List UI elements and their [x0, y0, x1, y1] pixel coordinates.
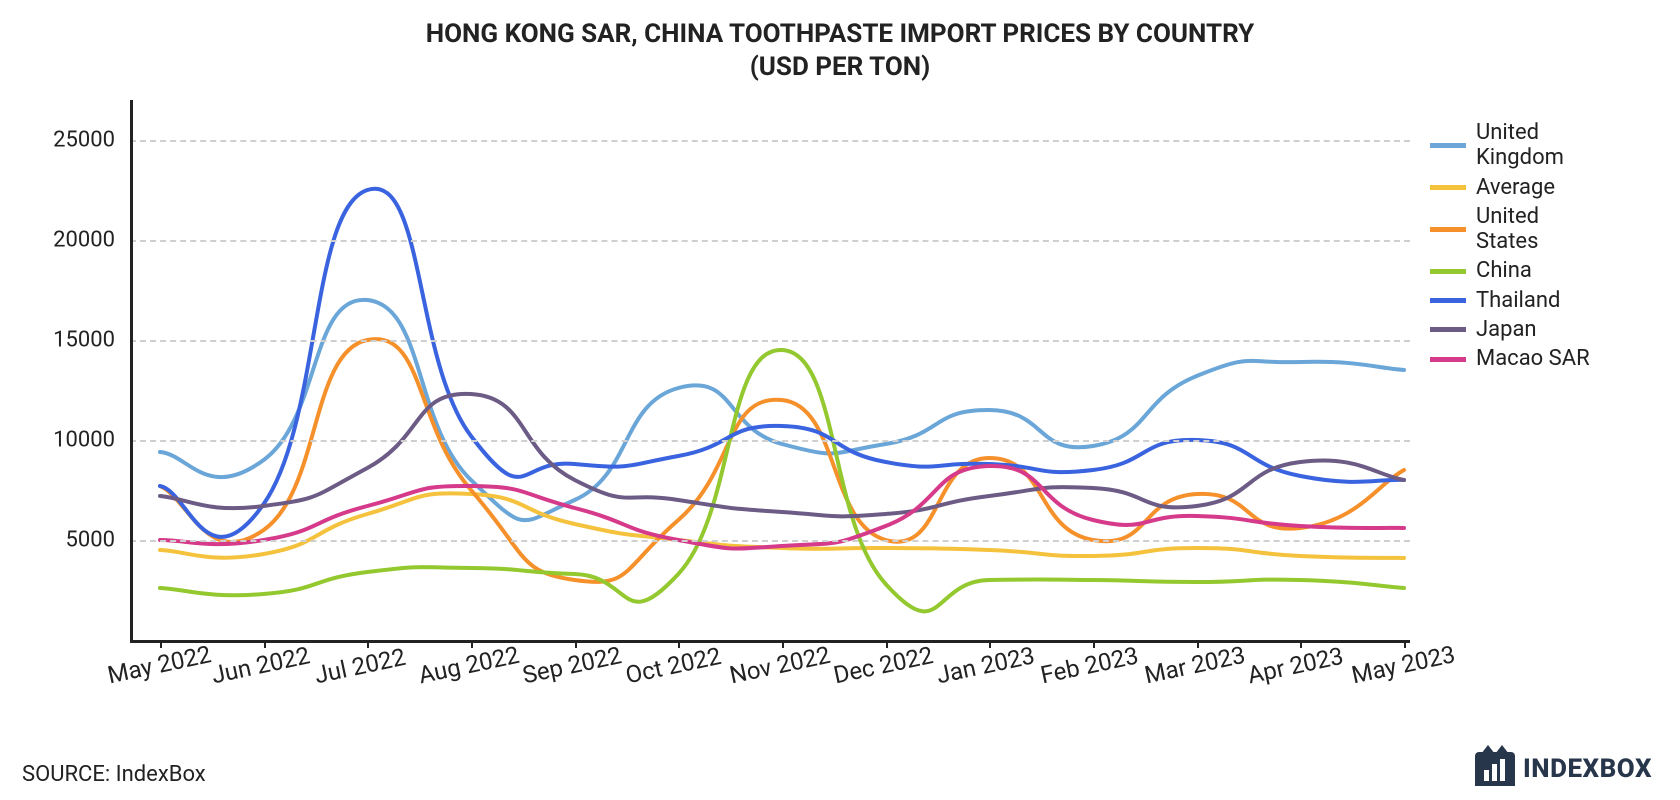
x-tick-mark	[160, 640, 162, 648]
x-tick-mark	[1404, 640, 1406, 648]
chart-container: HONG KONG SAR, CHINA TOOTHPASTE IMPORT P…	[0, 0, 1680, 800]
grid-line	[130, 540, 1410, 542]
y-axis-tick: 15000	[20, 328, 115, 353]
legend-item: Thailand	[1430, 288, 1590, 313]
legend-swatch	[1430, 227, 1466, 232]
legend-label: Japan	[1476, 317, 1537, 342]
title-line-1: HONG KONG SAR, CHINA TOOTHPASTE IMPORT P…	[0, 18, 1680, 51]
x-tick-mark	[367, 640, 369, 648]
legend-swatch	[1430, 143, 1466, 148]
series-line	[160, 300, 1404, 520]
x-axis-tick: Jan 2023	[934, 641, 1037, 689]
legend-label: UnitedKingdom	[1476, 120, 1564, 171]
x-axis-tick: Dec 2022	[831, 641, 936, 689]
x-axis-tick: Oct 2022	[623, 642, 724, 690]
title-line-2: (USD PER TON)	[0, 51, 1680, 84]
x-tick-mark	[1300, 640, 1302, 648]
x-tick-mark	[575, 640, 577, 648]
legend-item: Average	[1430, 175, 1590, 200]
grid-line	[130, 140, 1410, 142]
legend-item: UnitedKingdom	[1430, 120, 1590, 171]
x-axis-tick: Jul 2022	[312, 643, 408, 690]
x-tick-mark	[471, 640, 473, 648]
x-tick-mark	[989, 640, 991, 648]
legend-label: Macao SAR	[1476, 346, 1590, 371]
x-axis-tick: Mar 2023	[1142, 641, 1248, 690]
x-axis-tick: Aug 2022	[416, 641, 522, 690]
series-line	[160, 394, 1404, 516]
y-axis-tick: 5000	[20, 528, 115, 553]
grid-line	[130, 440, 1410, 442]
y-axis-tick: 10000	[20, 428, 115, 453]
logo-text: INDEXBOX	[1523, 754, 1652, 784]
x-axis	[130, 640, 1410, 643]
x-tick-mark	[678, 640, 680, 648]
chart-svg	[130, 100, 1410, 640]
legend-label: Average	[1476, 175, 1555, 200]
x-tick-mark	[264, 640, 266, 648]
x-tick-mark	[1093, 640, 1095, 648]
y-axis	[130, 100, 133, 640]
legend-label: Thailand	[1476, 288, 1560, 313]
legend-label: UnitedStates	[1476, 204, 1539, 255]
legend-item: Japan	[1430, 317, 1590, 342]
legend-swatch	[1430, 185, 1466, 190]
plot-area: 500010000150002000025000May 2022Jun 2022…	[130, 100, 1410, 640]
y-axis-tick: 25000	[20, 128, 115, 153]
legend-item: China	[1430, 258, 1590, 283]
x-axis-tick: Jun 2022	[209, 641, 312, 689]
legend-swatch	[1430, 357, 1466, 362]
legend-item: UnitedStates	[1430, 204, 1590, 255]
grid-line	[130, 340, 1410, 342]
x-axis-tick: Nov 2022	[727, 641, 833, 690]
x-axis-tick: Apr 2023	[1245, 642, 1346, 690]
y-axis-tick: 20000	[20, 228, 115, 253]
x-axis-tick: Feb 2023	[1038, 641, 1141, 689]
legend-swatch	[1430, 327, 1466, 332]
legend-item: Macao SAR	[1430, 346, 1590, 371]
x-tick-mark	[886, 640, 888, 648]
chart-title: HONG KONG SAR, CHINA TOOTHPASTE IMPORT P…	[0, 0, 1680, 83]
legend-label: China	[1476, 258, 1532, 283]
logo-icon	[1475, 752, 1515, 786]
x-axis-tick: Sep 2022	[520, 641, 624, 689]
x-tick-mark	[1197, 640, 1199, 648]
legend-swatch	[1430, 269, 1466, 274]
logo: INDEXBOX	[1475, 752, 1652, 786]
source-label: SOURCE: IndexBox	[22, 762, 206, 787]
legend-swatch	[1430, 298, 1466, 303]
legend: UnitedKingdom Average UnitedStates China Tha…	[1430, 120, 1590, 376]
x-tick-mark	[782, 640, 784, 648]
grid-line	[130, 240, 1410, 242]
